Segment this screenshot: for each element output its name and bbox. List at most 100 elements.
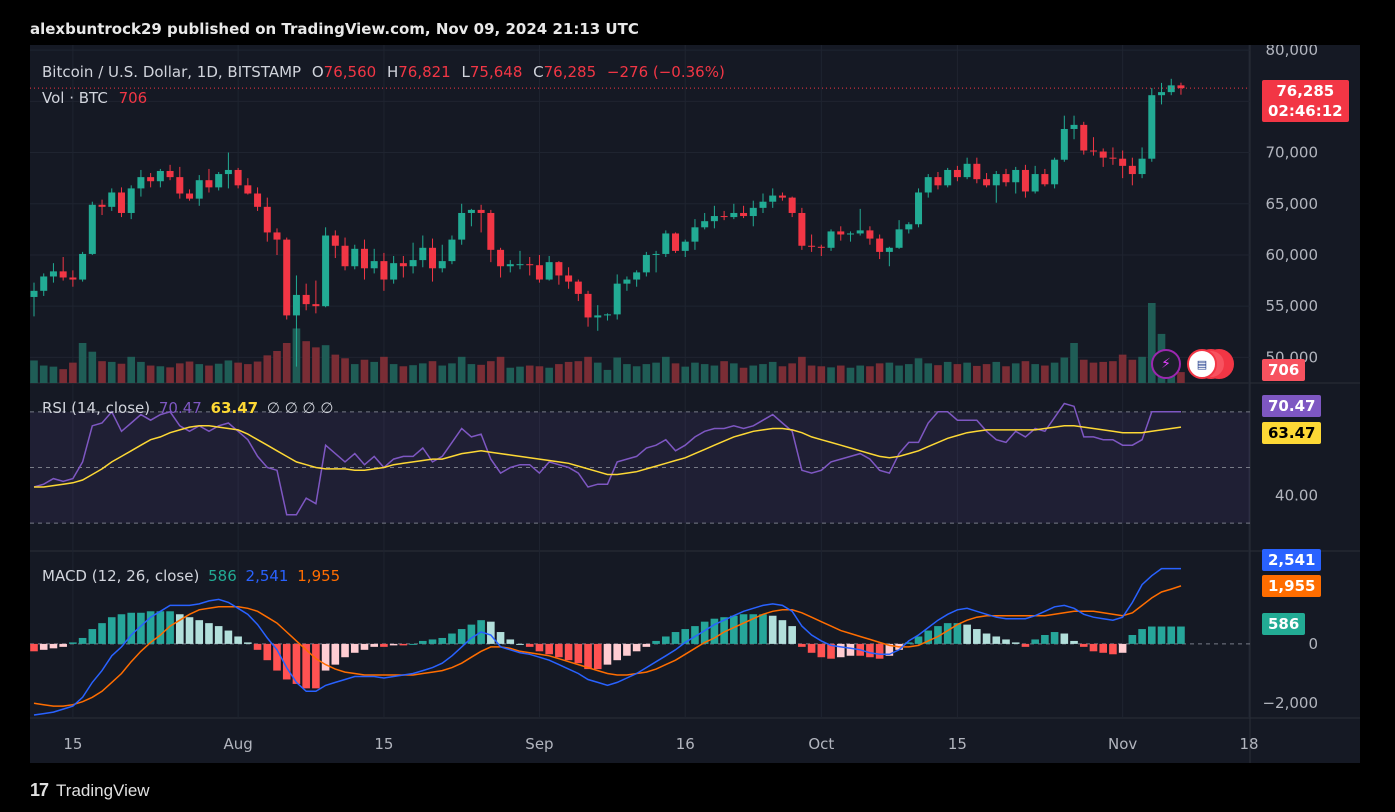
macd-histogram-bar <box>613 643 621 661</box>
volume-bar <box>477 364 485 383</box>
volume-bar <box>700 364 709 383</box>
macd-tag: 2,541 <box>1262 549 1322 571</box>
macd-histogram-bar <box>496 632 505 644</box>
volume-bar <box>282 343 291 383</box>
candle-body <box>30 290 38 297</box>
candle-body <box>594 315 602 318</box>
candle-body <box>915 192 923 225</box>
macd-histogram-bar <box>963 624 971 644</box>
candle-body <box>127 188 135 213</box>
candle-body <box>885 247 893 252</box>
macd-histogram-bar <box>49 643 58 649</box>
volume-bar <box>137 361 145 383</box>
macd-histogram-bar <box>419 640 427 644</box>
macd-histogram-bar <box>380 643 388 647</box>
rsi-label: RSI (14, close) <box>42 399 151 417</box>
macd-histogram-bar <box>1011 642 1020 644</box>
candle-body <box>662 233 670 254</box>
macd-histogram-bar <box>360 643 369 650</box>
macd-histogram-bar <box>1041 635 1049 644</box>
volume-bar <box>146 365 155 383</box>
candle-body <box>108 192 116 207</box>
volume-bar <box>1099 361 1107 383</box>
volume-bar <box>350 364 359 383</box>
volume-bar <box>380 356 388 383</box>
volume-bar <box>564 361 573 383</box>
volume-bar <box>895 365 903 383</box>
volume-bar <box>438 365 447 383</box>
macd-histogram-bar <box>817 643 826 658</box>
candle-body <box>535 265 543 280</box>
time-tick-label: 16 <box>676 735 695 753</box>
time-tick-label: Sep <box>525 735 553 753</box>
macd-histogram-bar <box>1118 643 1127 653</box>
candle-body <box>788 197 796 213</box>
volume-bar <box>623 364 631 383</box>
open-label: O <box>311 63 324 81</box>
macd-histogram-bar <box>78 637 87 644</box>
volume-bar <box>924 363 933 383</box>
volume-bar <box>1021 361 1030 383</box>
volume-bar <box>370 361 378 383</box>
volume-bar <box>506 367 515 383</box>
macd-histogram-bar <box>30 643 38 652</box>
macd-histogram-bar <box>1138 629 1146 644</box>
volume-bar <box>963 362 971 383</box>
last-price-value: 76,285 <box>1276 82 1335 100</box>
candle-body <box>254 193 262 207</box>
candle-body <box>895 229 903 248</box>
tradingview-brand[interactable]: 17 TradingView <box>30 780 150 801</box>
volume-bar <box>409 365 417 383</box>
volume-bar <box>1079 359 1088 383</box>
volume-bar <box>1002 366 1010 383</box>
us-flag-icon[interactable]: ▤ <box>1187 349 1217 379</box>
volume-bar <box>1050 362 1059 383</box>
volume-bar <box>302 341 310 383</box>
macd-histogram-bar <box>866 643 874 658</box>
chart-frame[interactable]: 50,00055,00060,00065,00070,00075,00080,0… <box>30 45 1360 763</box>
macd-histogram-bar <box>506 639 515 644</box>
volume-bar <box>681 366 690 383</box>
candle-body <box>79 253 87 280</box>
volume-bar <box>885 362 894 383</box>
volume-bar <box>341 358 349 383</box>
rsi-line <box>33 402 1181 516</box>
candle-body <box>117 192 125 213</box>
price-legend: Bitcoin / U.S. Dollar, 1D, BITSTAMP O76,… <box>42 63 725 81</box>
macd-histogram-bar <box>749 614 758 644</box>
macd-tick-label: −2,000 <box>1262 694 1318 712</box>
volume-bar <box>768 361 777 383</box>
chart-canvas[interactable]: 50,00055,00060,00065,00070,00075,00080,0… <box>30 45 1360 763</box>
rsi-tag: 70.47 <box>1262 395 1322 417</box>
macd-histogram-bar <box>117 614 126 644</box>
rsi-tick-label: 40.00 <box>1275 486 1318 504</box>
macd-histogram-bar <box>778 620 787 644</box>
macd-histogram-bar <box>1157 626 1166 644</box>
volume-bar <box>496 356 505 383</box>
macd-histogram-bar <box>759 614 767 644</box>
macd-histogram-bar <box>185 617 194 644</box>
macd-histogram-bar <box>312 643 320 689</box>
macd-histogram-bar <box>836 643 845 658</box>
candle-body <box>497 249 505 267</box>
time-tick-label: 18 <box>1239 735 1258 753</box>
last-price-tag: 76,285 02:46:12 <box>1262 80 1349 122</box>
candle-body <box>477 209 485 213</box>
candle-body <box>322 235 330 307</box>
volume-bar <box>205 365 213 383</box>
macd-histogram-bar <box>905 642 913 644</box>
low-label: L <box>461 63 470 81</box>
macd-histogram-bar <box>516 643 524 645</box>
candle-body <box>59 271 67 278</box>
candle-body <box>1099 151 1107 158</box>
lightning-icon[interactable]: ⚡ <box>1151 349 1181 379</box>
candle-body <box>312 304 320 307</box>
volume-bar <box>399 366 408 383</box>
candle-body <box>1031 174 1039 192</box>
macd-histogram-bar <box>807 643 816 653</box>
volume-bar <box>934 365 942 383</box>
macd-histogram-bar <box>545 643 553 655</box>
candle-body <box>399 263 407 267</box>
volume-bar <box>759 364 767 383</box>
volume-bar <box>749 365 758 383</box>
